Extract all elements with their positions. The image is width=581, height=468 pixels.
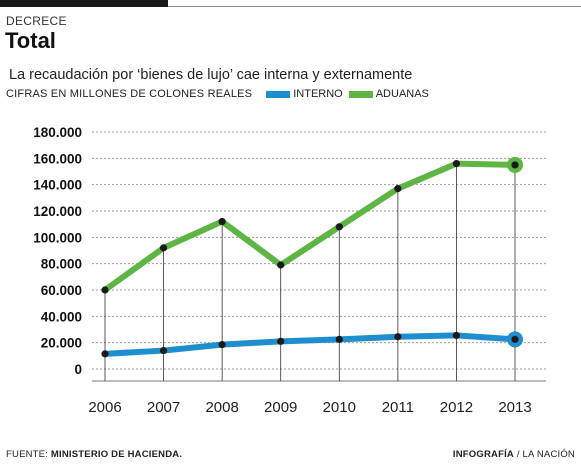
x-tick-label: 2006 — [88, 399, 121, 416]
source-name: MINISTERIO DE HACIENDA. — [50, 449, 183, 460]
credit-rest: / LA NACIÓN — [516, 449, 575, 460]
line-chart: 0 20.000 40.000 60.000 80.000 100.000 120.000 1… — [33, 125, 546, 416]
x-tick-label: 2011 — [382, 399, 414, 416]
y-tick-label: 0 — [74, 362, 82, 377]
legend-label-aduanas: ADUANAS — [375, 88, 429, 100]
header-accent-bar — [0, 0, 168, 7]
page-title: Total — [5, 28, 56, 53]
y-tick-label: 20.000 — [41, 336, 82, 351]
legend-row: CIFRAS EN MILLONES DE COLONES REALES INT… — [6, 88, 435, 100]
x-tick-label: 2008 — [205, 399, 238, 416]
data-point-interno — [277, 337, 285, 345]
data-point-aduanas — [335, 223, 343, 231]
y-tick-label: 100.000 — [33, 230, 82, 245]
y-tick-label: 160.000 — [33, 151, 82, 166]
data-point-interno — [511, 335, 519, 343]
kicker: DECRECE — [6, 14, 67, 28]
credit-note: INFOGRAFÍA / LA NACIÓN — [453, 449, 575, 460]
legend-item-interno: INTERNO — [266, 88, 343, 100]
legend-swatch-interno — [266, 90, 291, 98]
header-rule — [168, 6, 581, 7]
legend-label-interno: INTERNO — [293, 88, 343, 100]
x-tick-label: 2012 — [440, 399, 473, 416]
y-tick-label: 140.000 — [33, 178, 82, 193]
legend-item-aduanas: ADUANAS — [348, 88, 429, 100]
y-tick-label: 120.000 — [33, 204, 82, 219]
x-tick-label: 2009 — [264, 399, 297, 416]
data-point-interno — [218, 341, 226, 349]
x-tick-label: 2007 — [147, 399, 180, 416]
y-tick-label: 80.000 — [41, 257, 82, 272]
data-point-interno — [101, 350, 109, 358]
data-point-aduanas — [394, 185, 402, 193]
data-point-aduanas — [277, 261, 285, 269]
source-note: FUENTE: MINISTERIO DE HACIENDA. — [6, 449, 182, 460]
data-point-interno — [335, 335, 343, 343]
data-point-aduanas — [159, 244, 168, 252]
legend-swatch-aduanas — [348, 90, 373, 98]
x-tick-label: 2013 — [498, 399, 531, 416]
data-point-aduanas — [511, 161, 519, 169]
y-tick-label: 60.000 — [41, 283, 82, 298]
x-tick-label: 2010 — [323, 399, 356, 416]
data-point-aduanas — [218, 217, 226, 226]
y-tick-label: 40.000 — [41, 309, 82, 324]
series-line-aduanas — [102, 160, 518, 293]
y-tick-label: 180.000 — [33, 125, 82, 140]
data-point-aduanas — [452, 160, 461, 168]
source-prefix: FUENTE: — [6, 449, 49, 460]
units-note: CIFRAS EN MILLONES DE COLONES REALES — [6, 88, 253, 100]
credit-bold: INFOGRAFÍA — [452, 449, 514, 460]
data-point-aduanas — [101, 286, 109, 294]
series-line-interno — [102, 332, 518, 357]
data-point-interno — [159, 346, 168, 355]
data-point-interno — [394, 333, 402, 341]
subtitle: La recaudación por ‘bienes de lujo’ cae … — [9, 67, 413, 83]
data-point-interno — [452, 331, 461, 340]
